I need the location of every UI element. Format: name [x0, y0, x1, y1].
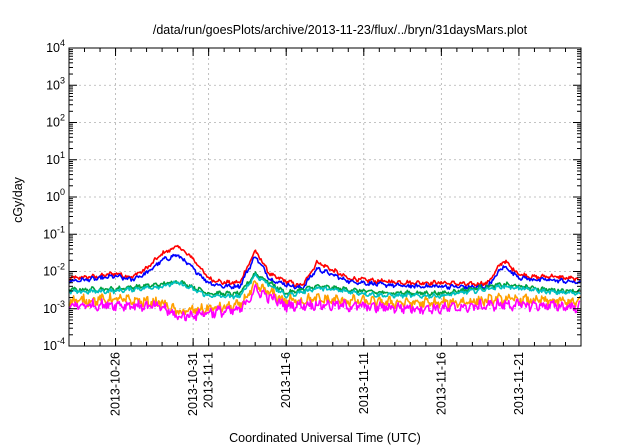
y-tick-label: 10-3 [43, 299, 65, 316]
x-tick-label: 2013-10-31 [186, 352, 200, 416]
series-line [68, 271, 581, 297]
y-axis-label: cGy/day [11, 176, 25, 223]
ticks: 10-4 10-3 10-2 10-1 100 101 102 103 104 2013-10-2… [43, 38, 582, 416]
chart-title: /data/run/goesPlots/archive/2013-11-23/f… [153, 23, 528, 37]
y-tick-label: 10-1 [43, 224, 65, 241]
x-axis-label: Coordinated Universal Time (UTC) [229, 431, 421, 445]
series-group [68, 244, 581, 322]
x-tick-label: 2013-11-6 [279, 352, 293, 408]
y-tick-label: 101 [46, 150, 65, 167]
grid [69, 48, 581, 346]
x-tick-label: 2013-11-11 [357, 352, 371, 414]
series-line [68, 244, 581, 288]
x-tick-label: 2013-11-1 [202, 352, 216, 408]
y-tick-label: 100 [46, 187, 65, 204]
y-tick-label: 10-2 [43, 262, 65, 279]
y-tick-label: 10-4 [43, 336, 65, 353]
series-line [68, 273, 581, 300]
y-tick-label: 103 [46, 75, 65, 92]
series-line [68, 253, 581, 290]
series-line [68, 283, 581, 322]
y-tick-label: 102 [46, 113, 65, 130]
x-tick-label: 2013-11-16 [434, 352, 448, 415]
y-tick-label: 104 [46, 38, 65, 55]
x-tick-label: 2013-11-21 [512, 352, 526, 415]
x-tick-label: 2013-10-26 [109, 352, 123, 416]
